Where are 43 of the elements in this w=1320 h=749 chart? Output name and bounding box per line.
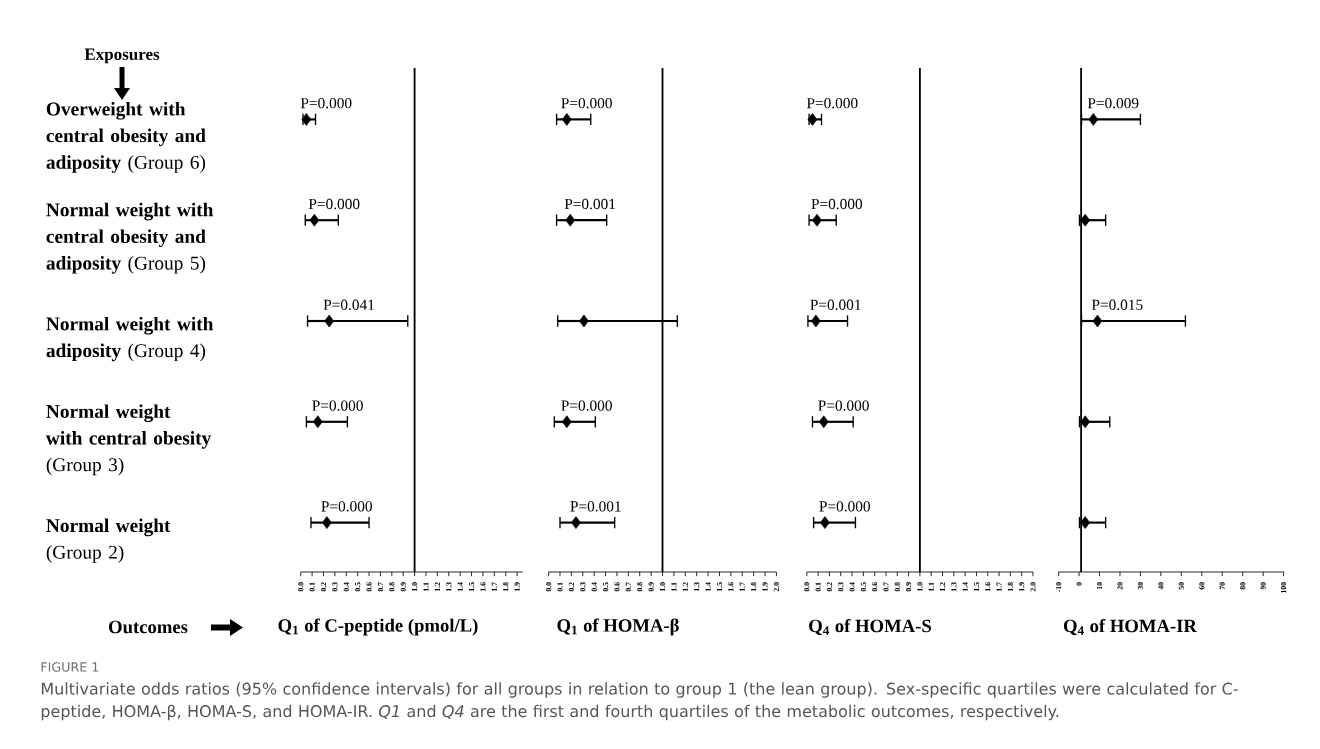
y-tick-label: Overweight with central obesity and adiposity (Group 6) <box>46 101 206 173</box>
point <box>571 516 581 529</box>
text: Outcomes <box>109 620 188 634</box>
annotation: P=0.000 <box>561 97 612 109</box>
annotation: P=0.001 <box>570 501 621 512</box>
annotation: P=0.000 <box>819 501 870 512</box>
y-tick-label: Normal weight with adiposity (Group 4) <box>46 316 214 362</box>
point <box>565 213 576 227</box>
annotation: P=0.009 <box>1087 97 1139 109</box>
annotation: P=0.000 <box>300 97 352 109</box>
annotation: P=0.000 <box>312 400 363 411</box>
point <box>324 314 335 328</box>
x-axis-title: Q$_{1}$ of HOMA-β <box>557 618 679 636</box>
y-tick-label: Normal weight with central obesity and adiposity (Group 5) <box>46 202 214 274</box>
point <box>322 516 332 529</box>
annotation: P=0.000 <box>811 198 863 210</box>
point <box>312 415 323 429</box>
point <box>820 516 830 529</box>
annotation: P=0.000 <box>561 400 612 411</box>
annotation: P=0.015 <box>1091 299 1143 310</box>
point <box>818 415 829 429</box>
point <box>309 213 320 227</box>
y-tick-label: Normal weight with central obesity (Group 3) <box>45 404 212 476</box>
x-axis-title: Q$_{4}$ of HOMA-S <box>809 618 931 636</box>
point <box>561 113 572 126</box>
point <box>807 113 818 126</box>
text: Multivariate odds ratios (95% confidence intervals) for all groups in relation to group 1 (the lean group). Sex-specific quartiles were calculated for C-peptide, HOMA-β, HOMA-S, and HOMA-IR. Q1 and Q4 are the first and fourth quartiles of the metabolic outcomes, respectively. <box>41 682 1238 721</box>
x-axis-title: Q$_{1}$ of C-peptide (pmol/L) <box>278 618 478 636</box>
y-tick-label: Normal weight (Group 2) <box>46 518 171 563</box>
caption: FIGURE 1 <box>41 662 99 672</box>
point <box>579 314 589 328</box>
point <box>811 314 821 328</box>
y-axis-title: Exposures <box>84 48 160 64</box>
point <box>561 415 572 429</box>
annotation: P=0.000 <box>806 97 858 109</box>
x-axis-title: Q$_{4}$ of HOMA-IR <box>1063 618 1198 636</box>
annotation: P=0.001 <box>564 198 615 210</box>
annotation: P=0.001 <box>810 299 861 310</box>
annotation: P=0.041 <box>323 299 374 310</box>
point <box>301 113 312 126</box>
annotation: P=0.000 <box>308 198 360 210</box>
annotation: P=0.000 <box>321 501 372 512</box>
annotation: P=0.000 <box>818 400 869 411</box>
